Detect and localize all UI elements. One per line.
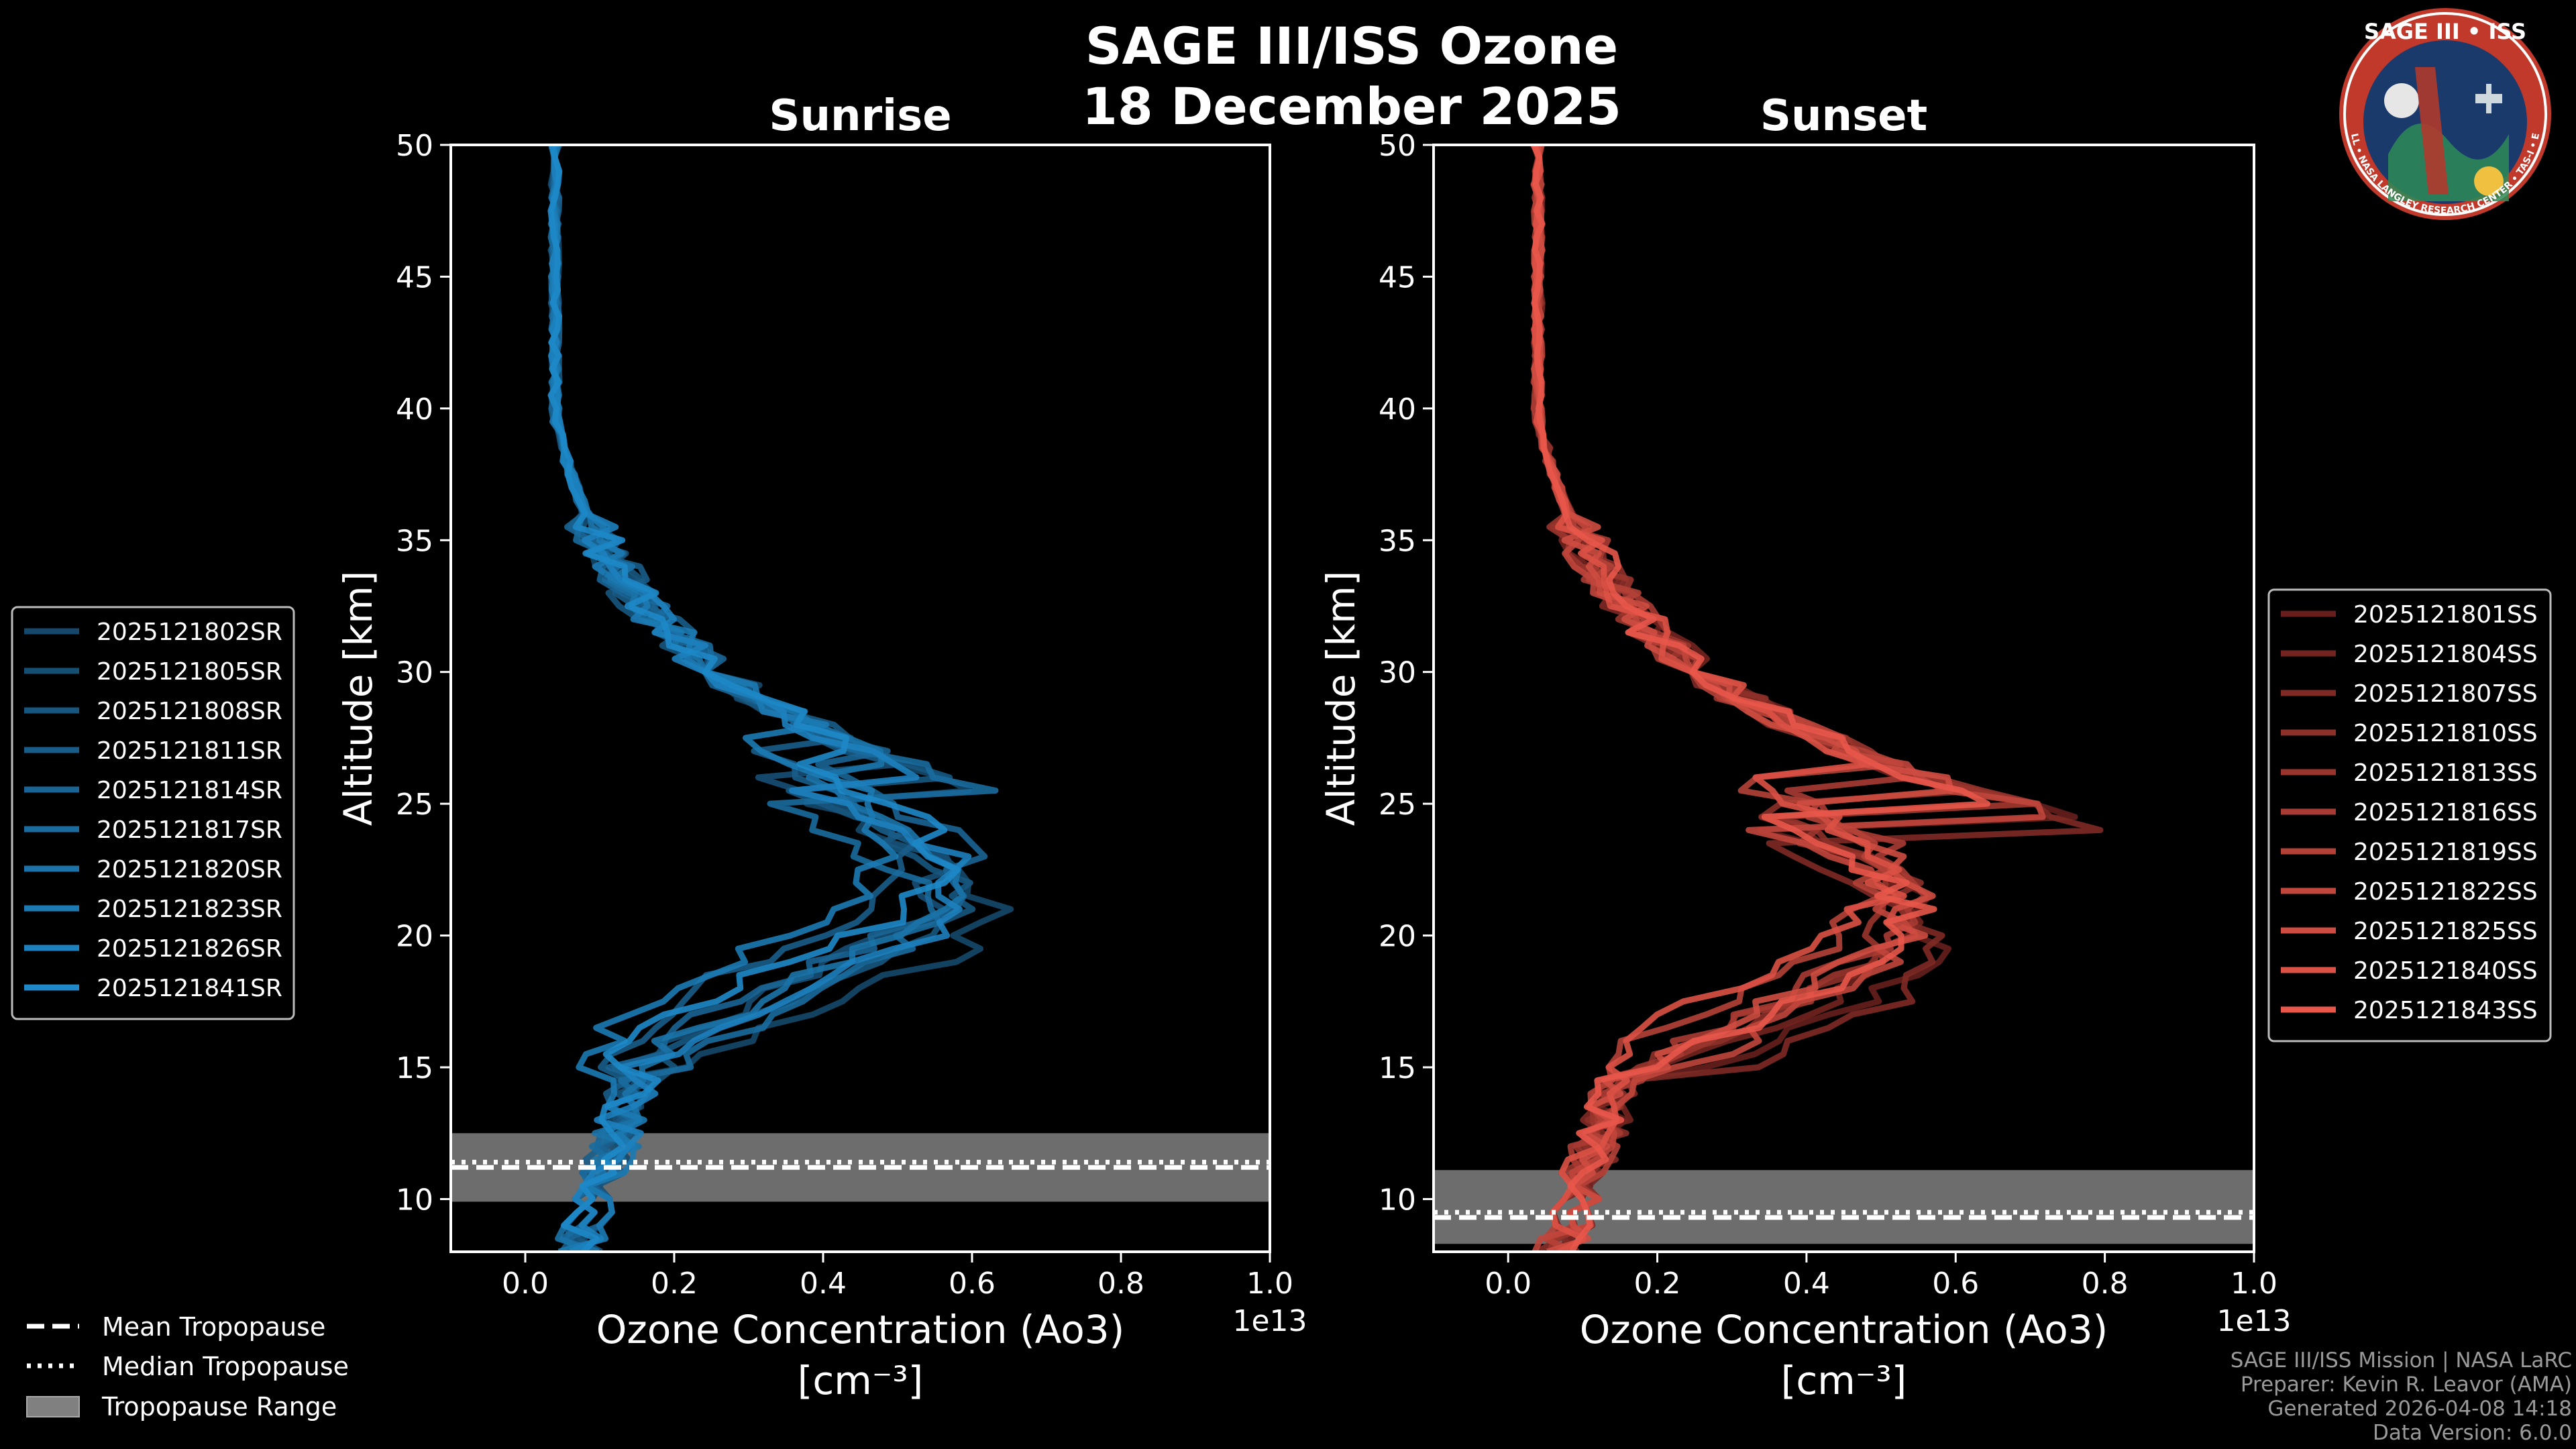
legend-label-2025121813SS: 2025121813SS <box>2353 759 2538 787</box>
legend-label-2025121822SS: 2025121822SS <box>2353 878 2538 906</box>
x-tick-label: 0.2 <box>651 1267 698 1301</box>
legend-label-2025121843SS: 2025121843SS <box>2353 997 2538 1024</box>
x-tick-label: 0.0 <box>1485 1267 1532 1301</box>
legend-label-2025121826SR: 2025121826SR <box>97 935 282 963</box>
y-tick-label: 45 <box>396 260 433 294</box>
profile-line-2025121843SS <box>1530 145 1990 1252</box>
y-tick-label: 50 <box>396 129 433 163</box>
y-tick-label: 30 <box>396 656 433 690</box>
series-legend: 2025121801SS 2025121804SS 2025121807SS 2025… <box>2267 588 2552 1042</box>
plot-frame <box>449 144 1271 1253</box>
panel-title: Sunrise <box>769 91 951 141</box>
legend-label-2025121823SR: 2025121823SR <box>97 896 282 923</box>
x-axis-label: Ozone Concentration (Ao3) <box>596 1307 1125 1352</box>
legend-tropopause-range-label: Tropopause Range <box>101 1392 337 1421</box>
y-tick-label: 10 <box>1379 1183 1416 1217</box>
series-legend-box <box>11 606 295 1020</box>
x-tick-label: 1.0 <box>1246 1267 1293 1301</box>
y-tick-label: 35 <box>1379 524 1416 558</box>
credit-preparer: Preparer: Kevin R. Leavor (AMA) <box>2240 1373 2572 1397</box>
legend-label-2025121807SS: 2025121807SS <box>2353 680 2538 708</box>
legend-label-2025121819SS: 2025121819SS <box>2353 839 2538 866</box>
y-axis-label: Altitude [km] <box>335 571 381 826</box>
y-tick-label: 40 <box>1379 392 1416 427</box>
y-tick-label: 15 <box>1379 1051 1416 1085</box>
credit-mission: SAGE III/ISS Mission | NASA LaRC <box>2230 1348 2572 1373</box>
figure-title-line1: SAGE III/ISS Ozone <box>1085 16 1618 76</box>
legend-mean-tropopause-label: Mean Tropopause <box>102 1312 325 1342</box>
x-axis-units: [cm⁻³] <box>798 1358 924 1403</box>
y-tick-label: 50 <box>1379 129 1416 163</box>
y-tick-label: 25 <box>396 788 433 822</box>
figure-title-line2: 18 December 2025 <box>1082 76 1621 136</box>
x-axis-units: [cm⁻³] <box>1781 1358 1907 1403</box>
x-tick-label: 0.8 <box>1097 1267 1144 1301</box>
y-axis-label: Altitude [km] <box>1318 571 1364 826</box>
y-tick-label: 45 <box>1379 260 1416 294</box>
y-tick-label: 15 <box>396 1051 433 1085</box>
legend-label-2025121817SR: 2025121817SR <box>97 816 282 844</box>
profile-line-2025121841SR <box>547 145 961 1252</box>
credit-version: Data Version: 6.0.0 <box>2372 1421 2572 1445</box>
profile-line-2025121819SS <box>1531 145 1904 1252</box>
legend-label-2025121841SR: 2025121841SR <box>97 975 282 1002</box>
y-tick-label: 10 <box>396 1183 433 1217</box>
x-scale-label: 1e13 <box>1232 1304 1307 1338</box>
x-tick-label: 0.6 <box>949 1267 996 1301</box>
legend-label-2025121820SR: 2025121820SR <box>97 856 282 883</box>
x-tick-label: 0.6 <box>1932 1267 1979 1301</box>
legend-label-2025121804SS: 2025121804SS <box>2353 641 2538 668</box>
x-tick-label: 0.0 <box>502 1267 549 1301</box>
legend-label-2025121805SR: 2025121805SR <box>97 658 282 686</box>
legend-label-2025121801SS: 2025121801SS <box>2353 601 2538 629</box>
legend-median-tropopause-label: Median Tropopause <box>102 1352 349 1381</box>
x-axis-label: Ozone Concentration (Ao3) <box>1580 1307 2108 1352</box>
tropopause-legend: Mean Tropopause Median Tropopause Tropop… <box>26 1312 349 1421</box>
legend-tropopause-range-swatch <box>26 1396 80 1417</box>
panel-title: Sunset <box>1760 91 1927 141</box>
legend-label-2025121825SS: 2025121825SS <box>2353 918 2538 945</box>
legend-label-2025121810SS: 2025121810SS <box>2353 720 2538 747</box>
legend-label-2025121808SR: 2025121808SR <box>97 698 282 725</box>
sunset-panel: 0.0 0.2 0.4 0.6 0.8 1.0 10 15 20 25 30 35 40 45 50 1e13… <box>1318 91 2552 1403</box>
x-scale-label: 1e13 <box>2216 1304 2291 1338</box>
profile-line-2025121811SR <box>548 145 918 1252</box>
x-tick-label: 0.4 <box>800 1267 847 1301</box>
plot-frame <box>1432 144 2255 1253</box>
y-tick-label: 20 <box>1379 920 1416 954</box>
x-tick-label: 0.4 <box>1783 1267 1830 1301</box>
sunrise-panel: 0.0 0.2 0.4 0.6 0.8 1.0 10 15 20 25 30 35 40 45 50 1e13… <box>11 91 1307 1403</box>
credits-block: SAGE III/ISS Mission | NASA LaRC Prepare… <box>2231 1348 2572 1445</box>
y-tick-label: 30 <box>1379 656 1416 690</box>
legend-label-2025121811SR: 2025121811SR <box>97 737 282 765</box>
x-tick-label: 1.0 <box>2231 1267 2277 1301</box>
logo-lettering: SAGE III • ISS <box>2364 19 2526 44</box>
y-tick-label: 20 <box>396 920 433 954</box>
series-legend: 2025121802SR 2025121805SR 2025121808SR 2025… <box>11 606 295 1020</box>
legend-label-2025121840SS: 2025121840SS <box>2353 957 2538 985</box>
x-tick-label: 0.2 <box>1634 1267 1681 1301</box>
credit-generated: Generated 2026-04-08 14:18 <box>2267 1397 2572 1421</box>
series-legend-box <box>2267 588 2552 1042</box>
y-tick-label: 25 <box>1379 788 1416 822</box>
legend-label-2025121816SS: 2025121816SS <box>2353 799 2538 826</box>
legend-label-2025121814SR: 2025121814SR <box>97 777 282 804</box>
profile-line-2025121823SR <box>549 145 899 1252</box>
y-tick-label: 35 <box>396 524 433 558</box>
y-tick-label: 40 <box>396 392 433 427</box>
x-tick-label: 0.8 <box>2082 1267 2129 1301</box>
legend-label-2025121802SR: 2025121802SR <box>97 619 282 646</box>
